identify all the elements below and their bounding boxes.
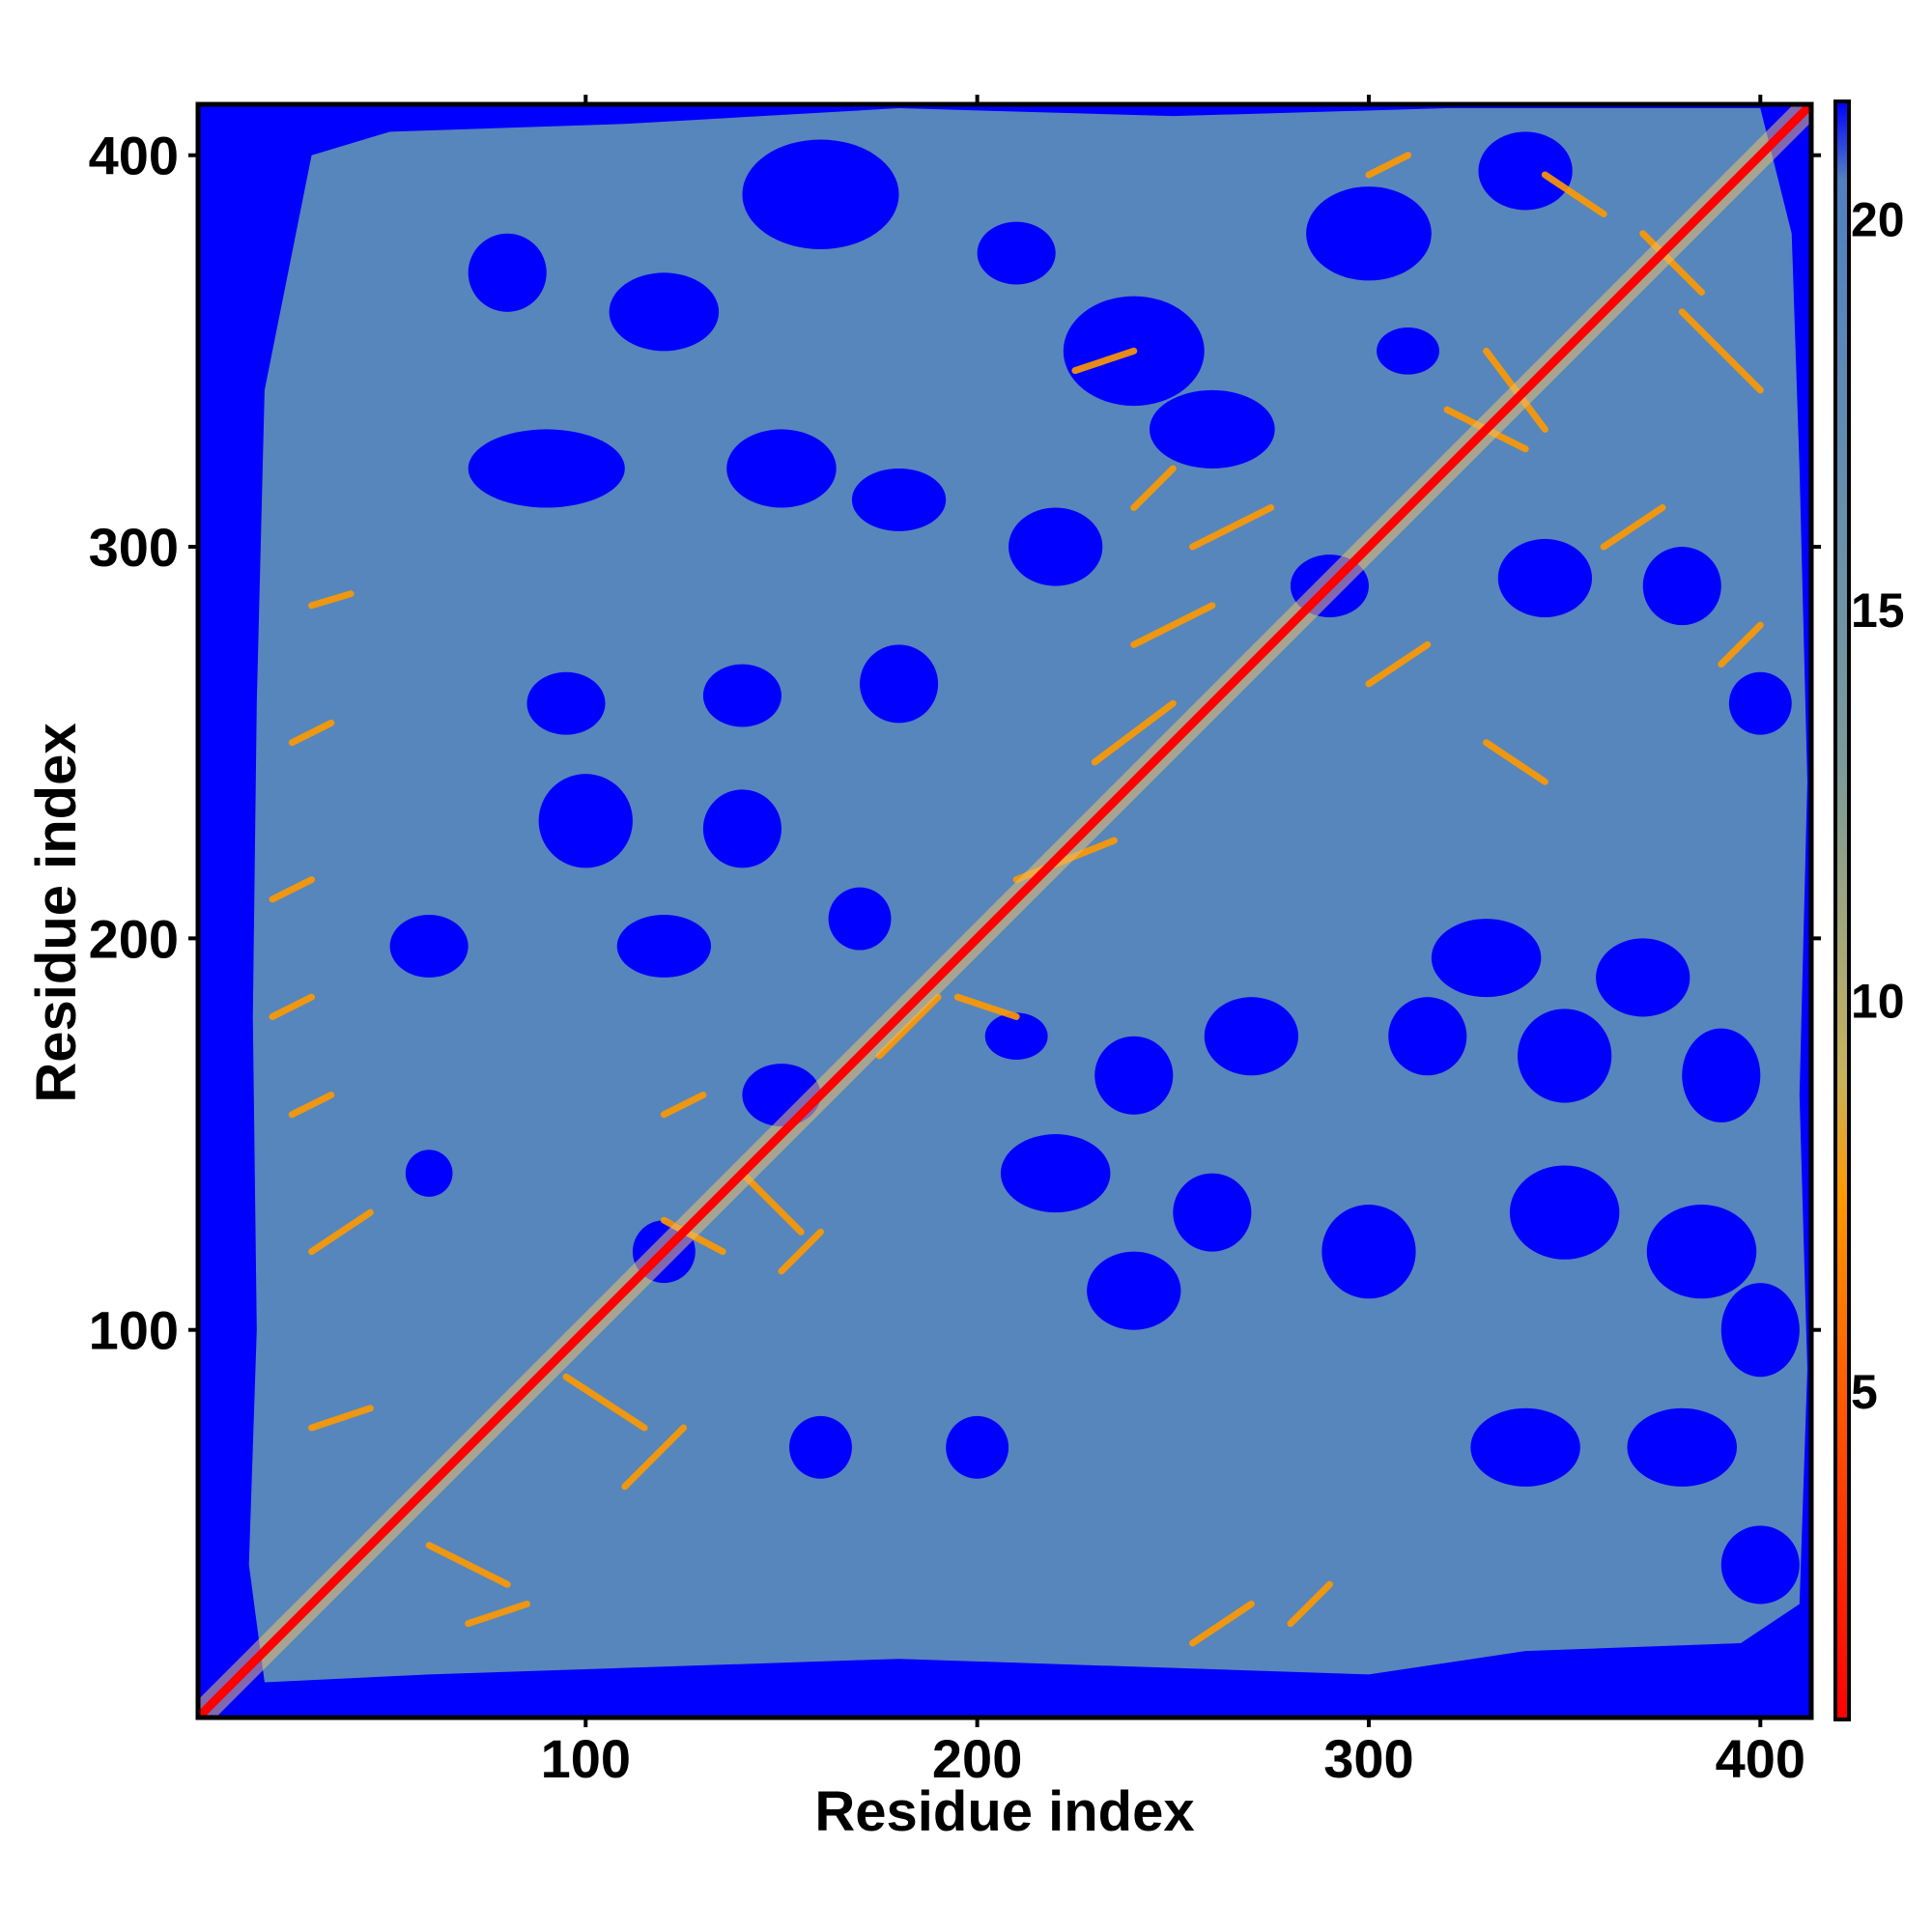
far-region-blob <box>405 1150 453 1197</box>
far-region-blob <box>1094 1036 1174 1115</box>
far-region-blob <box>389 915 469 978</box>
x-tick-label: 300 <box>1323 1728 1413 1789</box>
contact-streak <box>875 993 942 1060</box>
far-region-blob <box>1377 327 1439 375</box>
far-region-blob <box>526 671 606 735</box>
far-region-blob <box>1321 1205 1416 1299</box>
contact-streak <box>1678 308 1764 394</box>
far-region-blob <box>946 1415 1009 1479</box>
far-region-blob <box>1470 1407 1580 1487</box>
contact-streak <box>1483 739 1548 785</box>
contact-streak <box>1071 347 1138 375</box>
contact-streak <box>425 1542 511 1588</box>
far-region-blob <box>977 221 1056 285</box>
far-region-blob <box>1000 1134 1111 1213</box>
far-region-blob <box>1149 389 1275 469</box>
far-region-blob <box>702 664 781 727</box>
contact-streak <box>1600 504 1666 551</box>
y-axis: 100 200 300 400 <box>89 126 1821 1361</box>
contact-streak <box>660 1092 707 1119</box>
y-axis-title: Residue index <box>25 723 88 1102</box>
contact-streak <box>1130 465 1177 511</box>
far-region-blob <box>1646 1205 1757 1299</box>
contact-streak <box>1189 1600 1255 1647</box>
far-region-blob <box>1509 1165 1620 1260</box>
contact-streak <box>308 1208 374 1256</box>
far-region-blob <box>1517 1009 1612 1103</box>
far-region-blob <box>1009 507 1103 586</box>
y-tick-label: 200 <box>89 908 179 969</box>
colorbar: 5 10 15 20 <box>1833 99 1905 1721</box>
x-tick-label: 400 <box>1716 1728 1805 1789</box>
colorbar-tick-label: 15 <box>1851 583 1905 638</box>
y-tick-label: 400 <box>89 126 179 186</box>
far-region-blob <box>609 272 720 352</box>
contact-streak <box>1130 602 1216 648</box>
heatmap-layers <box>198 104 1811 1718</box>
far-region-blob <box>1642 547 1721 626</box>
far-region-blob <box>860 644 939 724</box>
contact-streak <box>778 1228 824 1275</box>
contact-streak <box>308 590 355 610</box>
y-tick-label: 100 <box>89 1300 179 1361</box>
colorbar-tick-label: 20 <box>1851 192 1905 246</box>
plot-area <box>195 101 1814 1720</box>
far-region-blob <box>1596 938 1690 1017</box>
contact-streak <box>288 719 335 747</box>
colorbar-tick-label: 5 <box>1851 1365 1878 1419</box>
far-region-blob <box>1720 1525 1800 1605</box>
far-region-blob <box>1627 1407 1737 1487</box>
far-region-blob <box>1728 671 1792 735</box>
contact-streak <box>1189 504 1275 551</box>
contact-streak <box>562 1373 648 1432</box>
far-region-blob <box>1087 1251 1181 1330</box>
contact-streak <box>465 1600 530 1628</box>
contact-streak <box>288 1092 335 1119</box>
far-region-blob <box>1497 538 1593 617</box>
plot-frame <box>195 101 1814 1720</box>
y-tick-label: 300 <box>89 517 179 578</box>
far-region-blob <box>468 233 547 312</box>
far-region-blob <box>984 1012 1048 1061</box>
contact-streak <box>269 993 316 1020</box>
far-region-blob <box>851 468 947 531</box>
far-region-blob <box>1204 997 1299 1076</box>
x-tick-label: 100 <box>541 1728 631 1789</box>
contact-streak <box>1365 152 1411 179</box>
contact-streak <box>953 993 1020 1020</box>
far-region-blob <box>1306 186 1432 281</box>
contact-streak <box>1639 230 1706 297</box>
colorbar-frame <box>1833 99 1851 1721</box>
contact-streak <box>1287 1580 1333 1628</box>
far-region-blob <box>1682 1028 1761 1122</box>
far-region-blob <box>1720 1283 1800 1378</box>
contact-streak <box>1541 171 1607 217</box>
far-region-blob <box>742 139 899 249</box>
far-region-blob <box>468 429 625 508</box>
far-region-blob <box>616 915 711 978</box>
colorbar-tick-label: 10 <box>1851 975 1905 1029</box>
x-axis-title: Residue index <box>814 1780 1194 1843</box>
contact-streak <box>738 1170 805 1236</box>
far-region-blob <box>1478 131 1573 211</box>
x-tick-label: 200 <box>932 1728 1022 1789</box>
colorbar-gradient <box>1835 101 1849 1719</box>
far-region-blob <box>1388 997 1467 1076</box>
far-region-blob <box>702 789 781 868</box>
contact-streak <box>269 876 316 903</box>
far-region-blob <box>789 1415 852 1479</box>
contact-streak <box>308 1405 374 1432</box>
far-region-blob <box>1431 919 1542 998</box>
contact-streak <box>1091 699 1177 766</box>
contact-streak <box>1365 640 1432 688</box>
contact-streak <box>621 1424 688 1491</box>
x-axis: 100 200 300 400 <box>541 95 1805 1789</box>
diagonal-line <box>198 104 1811 1718</box>
far-region-blob <box>828 887 892 951</box>
far-region-blob <box>1173 1173 1252 1252</box>
contact-streak <box>1718 621 1764 668</box>
far-region-blob <box>538 774 633 868</box>
far-region-blob <box>726 429 837 508</box>
